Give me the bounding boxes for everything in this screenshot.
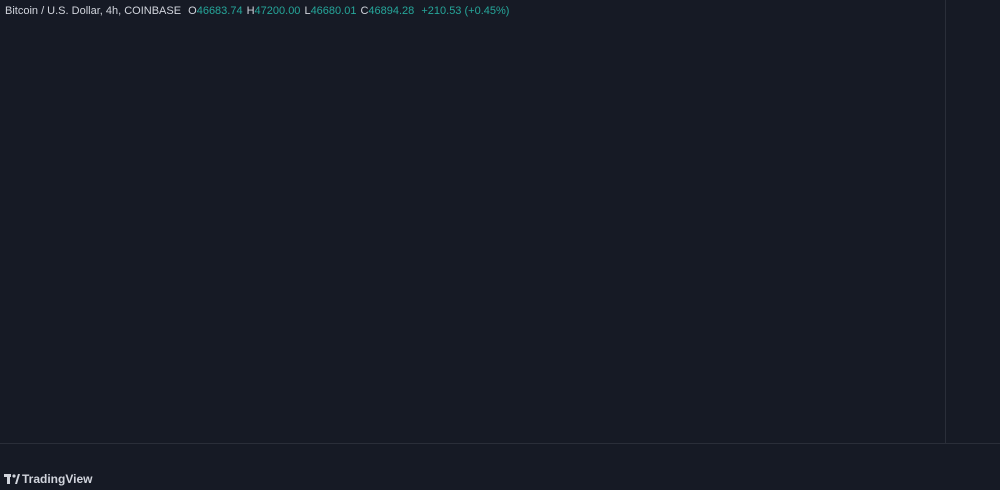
symbol-legend: Bitcoin / U.S. Dollar, 4h, COINBASE O466… (5, 5, 513, 17)
legend-label: C (360, 5, 369, 17)
logo-part (12, 474, 16, 478)
legend-label: L (304, 5, 311, 17)
legend-value: 47200.00 (254, 5, 301, 17)
legend-value: 46683.74 (196, 5, 243, 17)
logo-part (15, 474, 20, 484)
legend-value: 46894.28 (368, 5, 415, 17)
legend-label: O (188, 5, 197, 17)
brand-logo (4, 474, 20, 484)
change: +210.53 (+0.45%) (421, 5, 510, 17)
ohlc-legend: O46683.74 H47200.00 L46680.01 C46894.28 (188, 5, 418, 17)
symbol: Bitcoin / U.S. Dollar, 4h, COINBASE (5, 5, 182, 17)
brand: TradingView (22, 472, 93, 486)
legend-value: 46680.01 (310, 5, 357, 17)
logo-part (7, 474, 10, 484)
legend-label: H (246, 5, 255, 17)
